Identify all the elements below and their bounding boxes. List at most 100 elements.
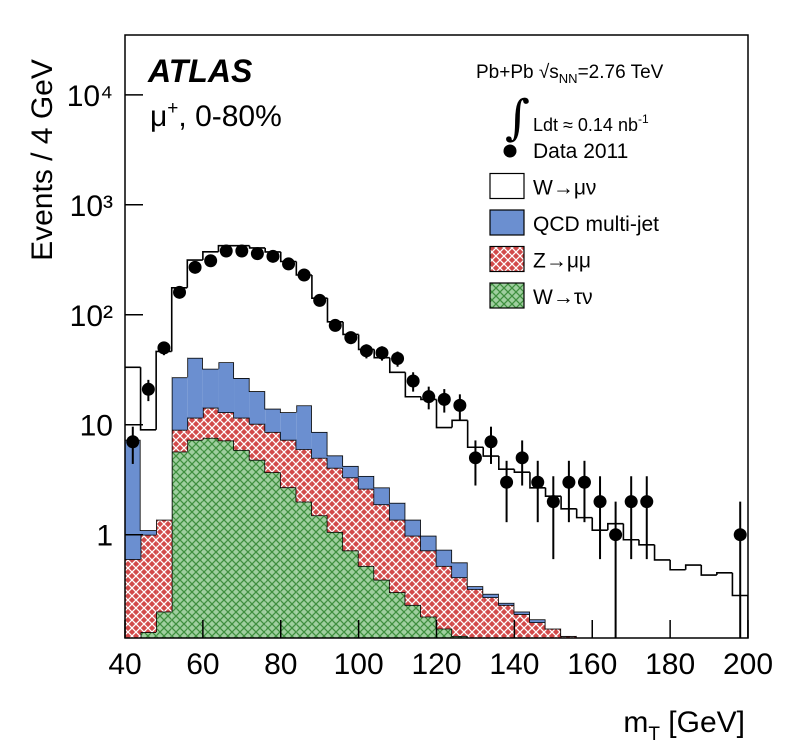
data-point [546,495,560,509]
hist-segment [452,420,468,563]
y-tick-label: 1 [96,520,113,553]
data-point [173,285,187,299]
data-point [500,475,514,489]
hist-segment [311,298,328,432]
hist-segment [452,562,468,578]
hist-outline [700,565,717,576]
x-tick-label: 100 [334,648,384,681]
hist-segment [218,412,235,441]
hist-segment [234,417,250,450]
data-point [577,475,591,489]
hist-segment [343,465,359,478]
data-point [375,346,389,360]
hist-outline [560,496,577,510]
hist-segment [343,550,359,638]
hist-outline [482,447,499,457]
hist-segment [514,614,530,638]
hist-segment [156,611,172,638]
y-tick-label: 10² [70,300,113,333]
data-point [437,392,451,406]
channel-part: , 0-80% [178,100,281,133]
hist-outline [716,572,733,576]
hist-segment [171,429,188,452]
legend-swatch [489,209,525,236]
hist-segment [358,475,375,489]
x-tick-label: 60 [186,648,219,681]
data-point [422,390,436,404]
data-point [609,528,623,542]
hist-segment [654,559,671,638]
legend-label: QCD multi-jet [533,213,659,236]
hist-outline [513,469,530,474]
hist-segment [280,487,297,638]
data-point [624,495,638,509]
hist-segment [249,423,266,460]
x-axis-label: mT [GeV] [623,706,745,745]
hist-segment [420,550,437,617]
hist-segment [343,477,359,551]
hist-segment [670,569,686,638]
hist-segment [280,412,297,440]
data-point [515,451,529,465]
hist-segment [561,635,577,638]
data-point [453,398,467,412]
data-point [204,254,218,268]
hist-segment [202,368,219,408]
x-tick-label: 140 [489,648,539,681]
hist-outline [591,517,608,531]
x-label-part: m [623,706,648,739]
hist-segment [405,396,421,520]
hist-segment [498,602,515,605]
hist-outline [653,544,671,561]
energy-part: Pb+Pb [476,62,539,83]
data-point [297,268,311,282]
data-point [562,475,576,489]
hist-segment [265,408,281,432]
y-tick-label: 10⁴ [67,80,113,113]
hist-segment [202,407,219,438]
hist-segment [218,440,235,638]
hist-outline [170,376,188,520]
hist-outline [139,367,157,431]
axes-layer: 40 60 80 100 120 140 160 180 200 1 10 10² 10³ 10⁴ [67,80,773,681]
data-point [126,435,140,449]
hist-outline [451,419,468,428]
hist-segment [405,604,421,638]
experiment-label: ATLAS [147,53,253,89]
hist-segment [327,531,344,638]
hist-segment [623,539,639,638]
legend-label: Data 2011 [533,140,628,163]
data-point [235,244,249,258]
x-label-part: [GeV] [660,706,745,739]
hist-segment [218,362,235,413]
hist-outline [186,259,203,288]
energy-part: √ [539,62,550,83]
hist-segment [187,357,203,418]
hist-segment [452,577,468,636]
hist-outline [575,508,593,519]
data-point [640,495,654,509]
hist-segment [529,622,546,638]
hist-outline [326,298,344,323]
hist-segment [311,457,328,516]
hist-segment [592,530,608,638]
hist-outline [435,399,453,429]
hist-segment [374,357,390,488]
hist-segment [467,447,484,587]
hist-segment [296,449,312,502]
hist-segment [420,399,437,536]
hist-segment [280,261,297,413]
hist-segment [529,487,546,620]
data-point [531,475,545,489]
hist-segment [265,431,281,473]
hist-segment [171,287,188,378]
lumi-part: -1 [638,112,649,126]
hist-segment [483,597,499,638]
hist-segment [327,455,344,468]
x-tick-label: 160 [567,648,617,681]
hist-segment [234,449,250,638]
hist-segment [187,439,203,638]
hist-outline [684,564,702,570]
hist-segment [374,487,390,505]
